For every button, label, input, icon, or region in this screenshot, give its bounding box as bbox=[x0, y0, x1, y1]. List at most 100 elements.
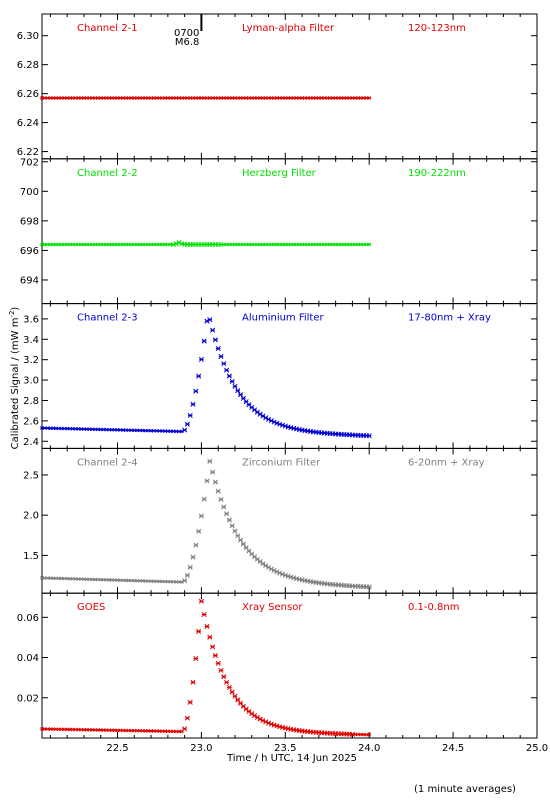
data-point bbox=[73, 727, 78, 732]
data-point bbox=[143, 242, 148, 247]
data-point bbox=[319, 96, 324, 100]
data-point bbox=[146, 579, 151, 583]
x-tick-label: 23.0 bbox=[190, 743, 212, 754]
data-point bbox=[261, 96, 265, 100]
data-point bbox=[219, 96, 223, 100]
data-point bbox=[157, 579, 162, 584]
y-tick-label: 6.26 bbox=[17, 89, 39, 100]
data-point bbox=[311, 96, 316, 100]
data-point bbox=[87, 96, 92, 100]
data-point bbox=[227, 96, 232, 100]
data-point bbox=[347, 242, 352, 247]
data-point bbox=[107, 427, 111, 432]
data-point bbox=[40, 242, 44, 247]
data-point bbox=[339, 96, 344, 100]
data-point bbox=[238, 392, 244, 398]
data-point bbox=[233, 242, 237, 247]
panel-filter-label: Lyman-alpha Filter bbox=[242, 23, 335, 34]
x-axis-title: Time / h UTC, 14 Jun 2025 bbox=[226, 753, 357, 764]
data-point bbox=[187, 699, 193, 705]
y-tick-label: 3.2 bbox=[23, 355, 39, 366]
data-point bbox=[168, 579, 173, 584]
data-point bbox=[154, 729, 159, 733]
data-point bbox=[65, 242, 70, 247]
data-point bbox=[364, 732, 369, 737]
data-point bbox=[201, 611, 207, 618]
data-point bbox=[280, 96, 285, 100]
data-point bbox=[56, 727, 61, 732]
data-point bbox=[84, 427, 89, 431]
data-point bbox=[207, 317, 213, 323]
data-point bbox=[118, 728, 123, 733]
data-point bbox=[129, 728, 134, 733]
panel-channel-label: Channel 2-1 bbox=[77, 23, 138, 34]
data-point bbox=[339, 242, 344, 247]
panel-frame bbox=[41, 447, 538, 594]
data-point bbox=[104, 577, 109, 582]
data-point bbox=[42, 576, 47, 580]
data-point bbox=[361, 242, 366, 247]
data-point bbox=[143, 579, 148, 583]
data-point bbox=[115, 96, 120, 100]
data-point bbox=[353, 242, 358, 247]
data-point bbox=[160, 579, 165, 584]
data-point bbox=[294, 242, 299, 247]
y-tick-label: 2.0 bbox=[23, 511, 39, 522]
data-point bbox=[93, 427, 97, 432]
data-point bbox=[174, 96, 179, 100]
data-point bbox=[138, 96, 142, 100]
data-point bbox=[124, 242, 128, 247]
data-point bbox=[241, 96, 246, 100]
data-point bbox=[358, 732, 363, 737]
data-point bbox=[96, 96, 100, 100]
data-point bbox=[115, 578, 120, 582]
data-point bbox=[149, 729, 153, 733]
data-point bbox=[138, 578, 142, 583]
data-point bbox=[45, 727, 50, 731]
data-point bbox=[364, 96, 369, 100]
data-point bbox=[157, 429, 162, 433]
data-point bbox=[163, 242, 167, 247]
data-point bbox=[289, 96, 293, 100]
data-point bbox=[124, 96, 128, 100]
data-point bbox=[199, 96, 204, 100]
data-point bbox=[308, 96, 313, 100]
data-point bbox=[202, 96, 207, 100]
data-point bbox=[263, 96, 268, 100]
data-point bbox=[87, 242, 92, 247]
y-tick-label: 3.6 bbox=[23, 314, 39, 325]
data-point bbox=[198, 598, 204, 604]
data-point bbox=[110, 242, 114, 247]
data-point bbox=[330, 96, 335, 100]
data-point bbox=[96, 427, 100, 432]
data-point bbox=[168, 729, 173, 734]
data-point bbox=[56, 426, 61, 431]
data-point bbox=[51, 426, 56, 431]
data-point bbox=[328, 242, 332, 247]
data-point bbox=[328, 96, 332, 100]
data-point bbox=[238, 537, 244, 543]
panel-3: 2.4 2.6 2.8 3.0 3.2 3.4 3.6 Channel 2-3 Aluminiu… bbox=[23, 303, 538, 449]
data-point bbox=[90, 577, 95, 582]
data-point bbox=[110, 578, 114, 582]
data-point bbox=[126, 728, 131, 733]
data-point bbox=[45, 576, 50, 580]
data-point bbox=[358, 96, 363, 100]
data-point bbox=[87, 427, 92, 432]
data-point bbox=[226, 373, 232, 379]
data-point bbox=[70, 576, 75, 581]
data-point bbox=[98, 427, 103, 432]
data-point bbox=[140, 428, 145, 433]
data-point bbox=[146, 729, 151, 733]
data-point bbox=[227, 242, 232, 247]
data-point bbox=[179, 96, 184, 100]
data-point bbox=[353, 732, 358, 737]
data-point bbox=[261, 242, 265, 247]
data-point bbox=[238, 96, 243, 100]
y-tick-label: 6.28 bbox=[17, 60, 39, 71]
data-point bbox=[107, 242, 111, 247]
data-point bbox=[168, 429, 173, 434]
data-point bbox=[48, 242, 53, 247]
data-point bbox=[300, 96, 304, 100]
